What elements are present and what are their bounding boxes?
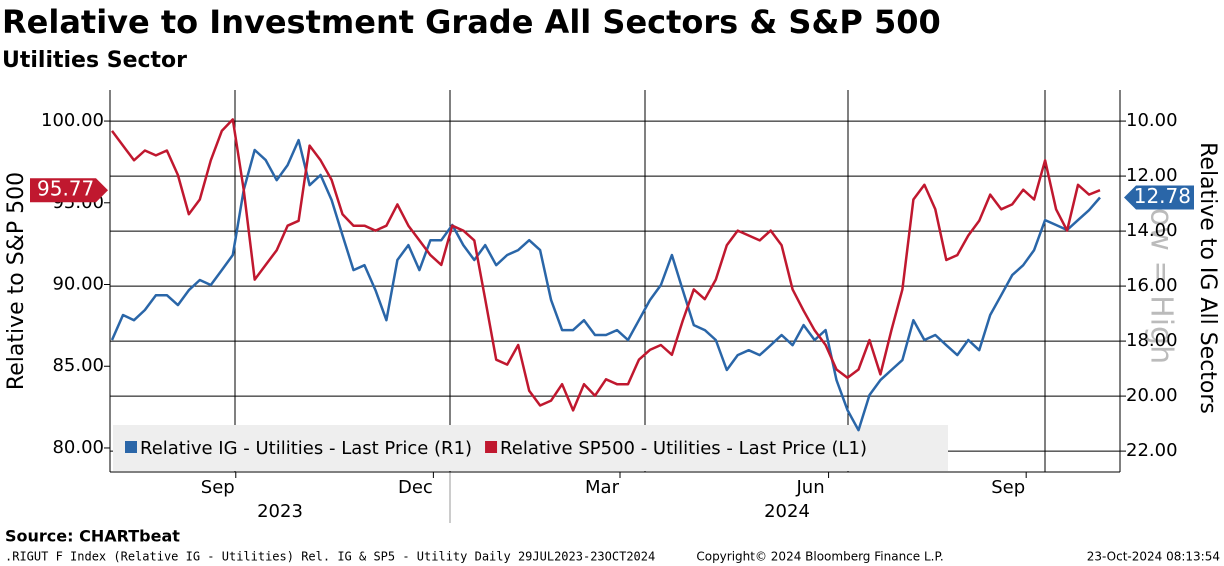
source: Source: CHARTbeat xyxy=(5,527,180,546)
y2-tick-label: 12.00 xyxy=(1126,165,1178,186)
y2-axis-title: Relative to IG All Sectors xyxy=(1195,142,1220,414)
year-label: 2023 xyxy=(257,501,303,522)
last-price-label: 12.78 xyxy=(1134,184,1191,208)
y-tick-label: 90.00 xyxy=(52,274,104,295)
footer-right: 23-Oct-2024 08:13:54 xyxy=(1087,550,1220,564)
last-price-tag xyxy=(30,178,108,203)
legend-swatch xyxy=(485,441,498,453)
series-line xyxy=(110,118,1101,412)
year-label: 2024 xyxy=(764,501,810,522)
y-axis-title: Relative to S&P 500 xyxy=(4,172,29,390)
legend-box xyxy=(113,425,948,471)
x-tick-label: Sep xyxy=(991,477,1025,498)
y2-tick-label: 20.00 xyxy=(1126,385,1178,406)
x-tick-label: Sep xyxy=(201,477,235,498)
footer-left: .RIGUT F Index (Relative IG - Utilities)… xyxy=(5,550,655,564)
y2-tick-label: 16.00 xyxy=(1126,275,1178,296)
x-tick-label: Jun xyxy=(796,477,825,498)
y2-tick-label: 18.00 xyxy=(1126,330,1178,351)
y2-tick-label: 10.00 xyxy=(1126,110,1178,131)
y-tick-label: 85.00 xyxy=(52,355,104,376)
x-tick-label: Dec xyxy=(398,477,433,498)
y2-tick-label: 22.00 xyxy=(1126,440,1178,461)
footer-center: Copyright© 2024 Bloomberg Finance L.P. xyxy=(696,550,943,564)
x-tick-label: Mar xyxy=(585,477,620,498)
last-price-tag xyxy=(1124,185,1194,210)
legend-label: Relative IG - Utilities - Last Price (R1… xyxy=(140,438,472,459)
series-line xyxy=(110,138,1101,432)
legend-swatch xyxy=(125,441,137,453)
y-tick-label: 80.00 xyxy=(52,437,104,458)
last-price-label: 95.77 xyxy=(37,177,94,201)
chart-subtitle: Utilities Sector xyxy=(2,48,187,73)
y-tick-label: 100.00 xyxy=(41,110,104,131)
watermark: Low = High xyxy=(1144,192,1179,364)
chart-title: Relative to Investment Grade All Sectors… xyxy=(2,3,941,41)
legend-label: Relative SP500 - Utilities - Last Price … xyxy=(500,438,867,459)
y2-tick-label: 14.00 xyxy=(1126,220,1178,241)
